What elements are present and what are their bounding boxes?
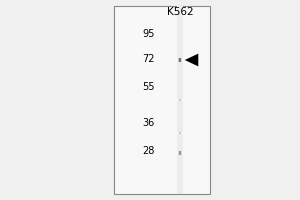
Text: 28: 28 bbox=[142, 146, 154, 156]
Text: 95: 95 bbox=[142, 29, 154, 39]
Bar bbox=[114, 6, 210, 194]
Text: 36: 36 bbox=[142, 118, 154, 128]
Text: 72: 72 bbox=[142, 54, 155, 64]
Polygon shape bbox=[185, 54, 198, 66]
Bar bbox=[177, 6, 183, 194]
Text: K562: K562 bbox=[167, 7, 193, 17]
Text: 55: 55 bbox=[142, 82, 155, 92]
